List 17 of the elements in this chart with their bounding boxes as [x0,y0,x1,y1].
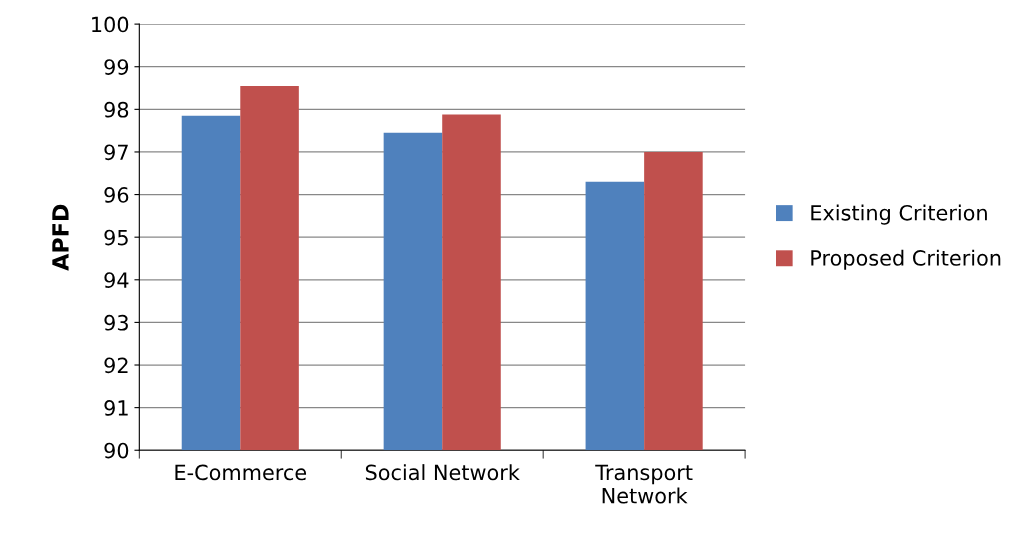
y-tick-label: 92 [104,357,128,374]
legend-label: Proposed Criterion [811,249,1001,270]
x-tick-label: E-Commerce [175,464,307,481]
y-tick-label: 97 [104,144,128,161]
y-tick-label: 93 [104,314,128,331]
y-tick-label: 91 [104,400,128,416]
y-tick-label: 96 [104,187,129,203]
y-tick-label: 99 [104,59,129,75]
y-tick-label: 95 [104,229,128,246]
y-tick-label: 98 [104,101,129,118]
legend-label: Existing Criterion [811,204,987,225]
y-tick-label: 90 [104,442,129,459]
y-axis-title: APFD [52,204,69,271]
x-tick-label: Transport Network [595,464,693,504]
x-tick-label: Social Network [365,464,520,481]
y-tick-label: 100 [92,16,129,33]
y-tick-label: 94 [104,272,129,288]
